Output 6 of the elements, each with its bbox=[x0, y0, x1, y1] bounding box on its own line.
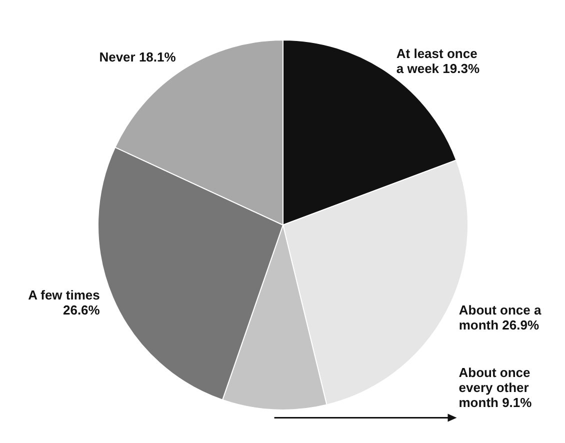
slice-label: Never 18.1% bbox=[99, 49, 176, 64]
slice-label: About once every other month 9.1% bbox=[458, 364, 532, 410]
slice-label: A few times bbox=[28, 287, 100, 302]
slice-label: At least once a week 19.3% bbox=[396, 46, 480, 76]
data-label: 26.6% bbox=[63, 302, 100, 318]
slice-label: About once a month 26.9% bbox=[458, 302, 542, 333]
